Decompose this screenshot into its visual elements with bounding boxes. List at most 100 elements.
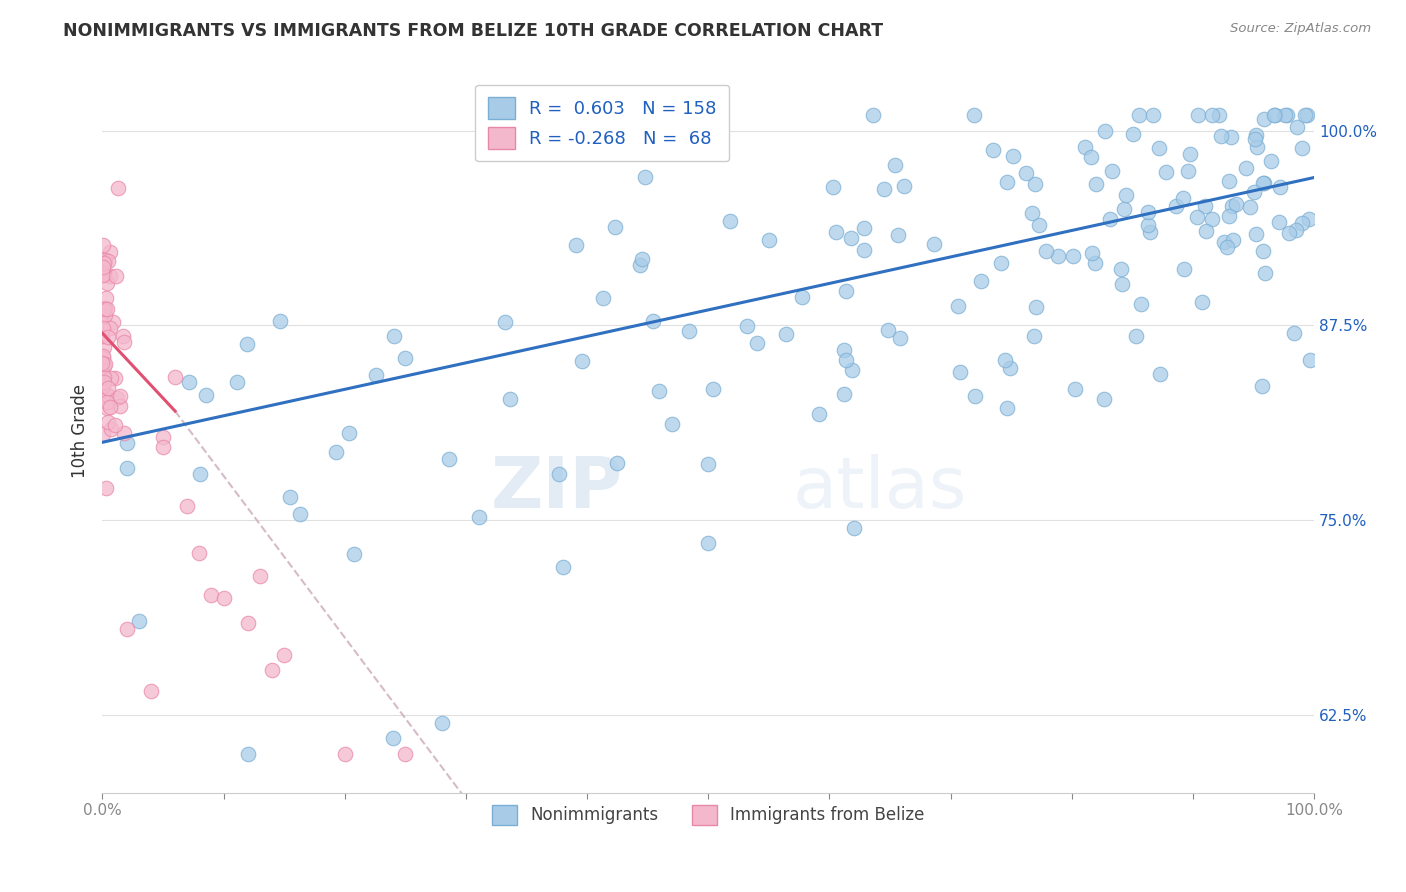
Point [1208, 108, 1230, 122]
Point [981, 143, 1004, 157]
Point [1213, 235, 1236, 249]
Point [1270, 179, 1292, 194]
Point [333, 747, 356, 761]
Point [1220, 199, 1243, 213]
Point [922, 237, 945, 252]
Point [1109, 261, 1132, 276]
Point [606, 456, 628, 470]
Point [382, 731, 405, 746]
Point [437, 451, 460, 466]
Point [93, 260, 115, 274]
Point [1136, 218, 1159, 232]
Point [1125, 329, 1147, 343]
Point [98, 245, 121, 260]
Point [565, 238, 588, 252]
Point [1129, 297, 1152, 311]
Point [1201, 108, 1223, 122]
Point [1218, 174, 1240, 188]
Point [1178, 147, 1201, 161]
Point [112, 334, 135, 349]
Point [278, 491, 301, 505]
Point [1298, 211, 1320, 226]
Point [212, 591, 235, 605]
Point [1250, 379, 1272, 393]
Point [93, 340, 115, 354]
Point [91, 356, 114, 370]
Point [1218, 209, 1240, 223]
Point [96, 301, 118, 316]
Point [571, 354, 593, 368]
Point [269, 314, 291, 328]
Point [152, 440, 174, 454]
Point [1253, 112, 1275, 126]
Point [249, 568, 271, 582]
Point [93, 253, 115, 268]
Point [877, 323, 900, 337]
Point [1149, 367, 1171, 381]
Point [194, 388, 217, 402]
Point [1246, 140, 1268, 154]
Point [1098, 211, 1121, 226]
Point [1047, 248, 1070, 262]
Point [1035, 244, 1057, 258]
Point [1024, 177, 1046, 191]
Point [1115, 188, 1137, 202]
Point [605, 219, 627, 234]
Point [93, 256, 115, 270]
Point [873, 182, 896, 196]
Point [226, 375, 249, 389]
Point [96, 481, 118, 495]
Point [697, 536, 720, 550]
Point [97, 329, 120, 343]
Point [93, 375, 115, 389]
Point [325, 445, 347, 459]
Point [1177, 164, 1199, 178]
Point [1074, 140, 1097, 154]
Point [1286, 120, 1309, 135]
Text: NONIMMIGRANTS VS IMMIGRANTS FROM BELIZE 10TH GRADE CORRELATION CHART: NONIMMIGRANTS VS IMMIGRANTS FROM BELIZE … [63, 22, 883, 40]
Point [1094, 123, 1116, 137]
Point [718, 214, 741, 228]
Point [91, 365, 114, 379]
Point [91, 256, 114, 270]
Point [96, 388, 118, 402]
Point [188, 467, 211, 481]
Point [94, 308, 117, 322]
Point [862, 108, 884, 122]
Point [115, 622, 138, 636]
Point [790, 290, 813, 304]
Point [93, 351, 115, 365]
Point [1185, 211, 1208, 225]
Point [394, 747, 416, 761]
Point [1282, 326, 1305, 341]
Point [115, 461, 138, 475]
Point [117, 436, 139, 450]
Point [994, 353, 1017, 368]
Point [1122, 127, 1144, 141]
Point [103, 315, 125, 329]
Point [1173, 262, 1195, 277]
Point [1080, 150, 1102, 164]
Point [835, 284, 858, 298]
Text: ZIP: ZIP [491, 454, 623, 523]
Point [262, 663, 284, 677]
Point [1225, 196, 1247, 211]
Point [634, 169, 657, 184]
Point [100, 422, 122, 436]
Point [852, 220, 875, 235]
Point [96, 291, 118, 305]
Text: atlas: atlas [793, 454, 967, 523]
Point [91, 384, 114, 398]
Point [343, 548, 366, 562]
Point [91, 349, 114, 363]
Point [661, 417, 683, 432]
Text: Source: ZipAtlas.com: Source: ZipAtlas.com [1230, 22, 1371, 36]
Point [273, 648, 295, 663]
Point [91, 310, 114, 324]
Point [236, 615, 259, 630]
Point [1253, 177, 1275, 191]
Point [93, 369, 115, 384]
Point [1084, 256, 1107, 270]
Point [108, 399, 131, 413]
Point [1222, 233, 1244, 247]
